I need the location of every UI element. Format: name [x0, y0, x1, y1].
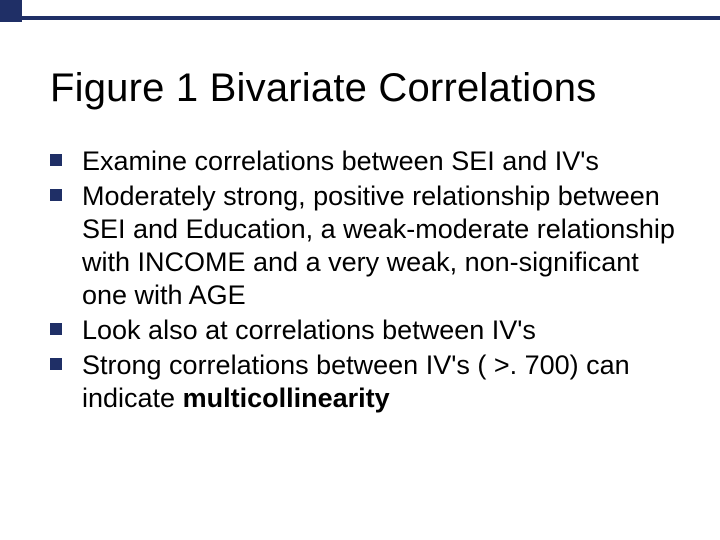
list-item: Examine correlations between SEI and IV'… — [46, 145, 676, 178]
list-item: Strong correlations between IV's ( >. 70… — [46, 349, 676, 415]
bullet-list: Examine correlations between SEI and IV'… — [46, 145, 676, 415]
bullet-text-bold: multicollinearity — [183, 383, 390, 413]
bullet-square-icon — [50, 189, 62, 201]
bullet-square-icon — [50, 358, 62, 370]
bullet-square-icon — [50, 154, 62, 166]
bullet-text: Examine correlations between SEI and IV'… — [82, 146, 599, 176]
bullet-square-icon — [50, 323, 62, 335]
slide: Figure 1 Bivariate Correlations Examine … — [0, 0, 720, 540]
list-item: Moderately strong, positive relationship… — [46, 180, 676, 312]
bullet-text: Strong correlations between IV's ( >. 70… — [82, 350, 630, 413]
bullet-text: Moderately strong, positive relationship… — [82, 181, 675, 310]
bullet-text: Look also at correlations between IV's — [82, 315, 536, 345]
list-item: Look also at correlations between IV's — [46, 314, 676, 347]
slide-title: Figure 1 Bivariate Correlations — [50, 66, 676, 111]
